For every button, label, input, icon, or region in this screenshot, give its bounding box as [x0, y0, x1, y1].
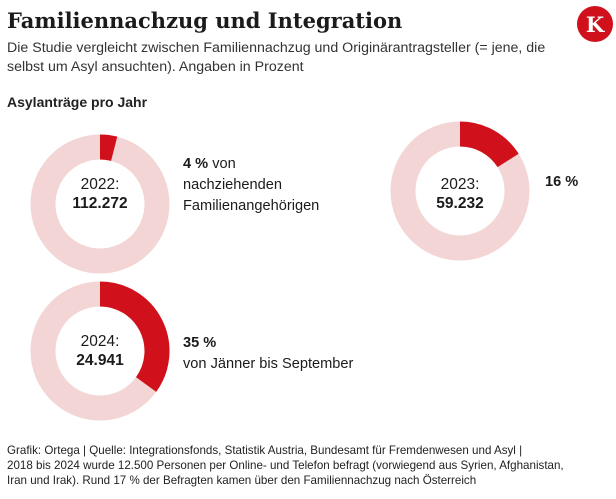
- section-label: Asylanträge pro Jahr: [7, 94, 148, 110]
- note-line: von Jänner bis September: [183, 356, 354, 372]
- note-line: von: [212, 156, 236, 172]
- donut-chart-2023: [390, 121, 530, 261]
- donut-share-segment: [99, 281, 170, 392]
- applications-value: 24.941: [76, 352, 124, 369]
- note-line: Familienangehörigen: [183, 198, 320, 214]
- note-line: nachziehenden: [183, 177, 282, 193]
- applications-value: 112.272: [72, 195, 128, 212]
- share-value: 16 %: [545, 174, 579, 190]
- share-value: 35 %: [183, 335, 217, 351]
- donut-center-2023: 2023: 59.232: [390, 175, 530, 213]
- applications-value: 59.232: [436, 195, 484, 212]
- donut-share-segment: [99, 134, 118, 161]
- footer-line: 2018 bis 2024 wurde 12.500 Personen per …: [7, 459, 564, 472]
- year-label: 2023:: [440, 176, 480, 193]
- donut-chart-2022: [30, 134, 170, 274]
- share-note-2024: 35 % von Jänner bis September: [183, 333, 353, 375]
- chart-subtitle: Die Studie vergleicht zwischen Familienn…: [7, 40, 546, 75]
- year-label: 2024:: [80, 333, 120, 350]
- donut-share-segment: [459, 121, 519, 168]
- footer-line: Iran und Irak). Rund 17 % der Befragten …: [7, 474, 477, 487]
- donut-chart-2024: [30, 281, 170, 421]
- chart-title: Familiennachzug und Integration: [7, 8, 403, 33]
- share-value: 4 %: [183, 156, 209, 172]
- source-footer: Grafik: Ortega | Quelle: Integrationsfon…: [7, 443, 609, 488]
- share-note-2023: 16 %: [545, 172, 578, 193]
- brand-logo: K: [577, 6, 613, 42]
- donut-center-2024: 2024: 24.941: [30, 332, 170, 370]
- footer-line: Grafik: Ortega | Quelle: Integrationsfon…: [7, 444, 523, 457]
- share-note-2022: 4 % von nachziehenden Familienangehörige…: [183, 154, 319, 217]
- donut-center-2022: 2022: 112.272: [30, 175, 170, 213]
- year-label: 2022:: [80, 176, 120, 193]
